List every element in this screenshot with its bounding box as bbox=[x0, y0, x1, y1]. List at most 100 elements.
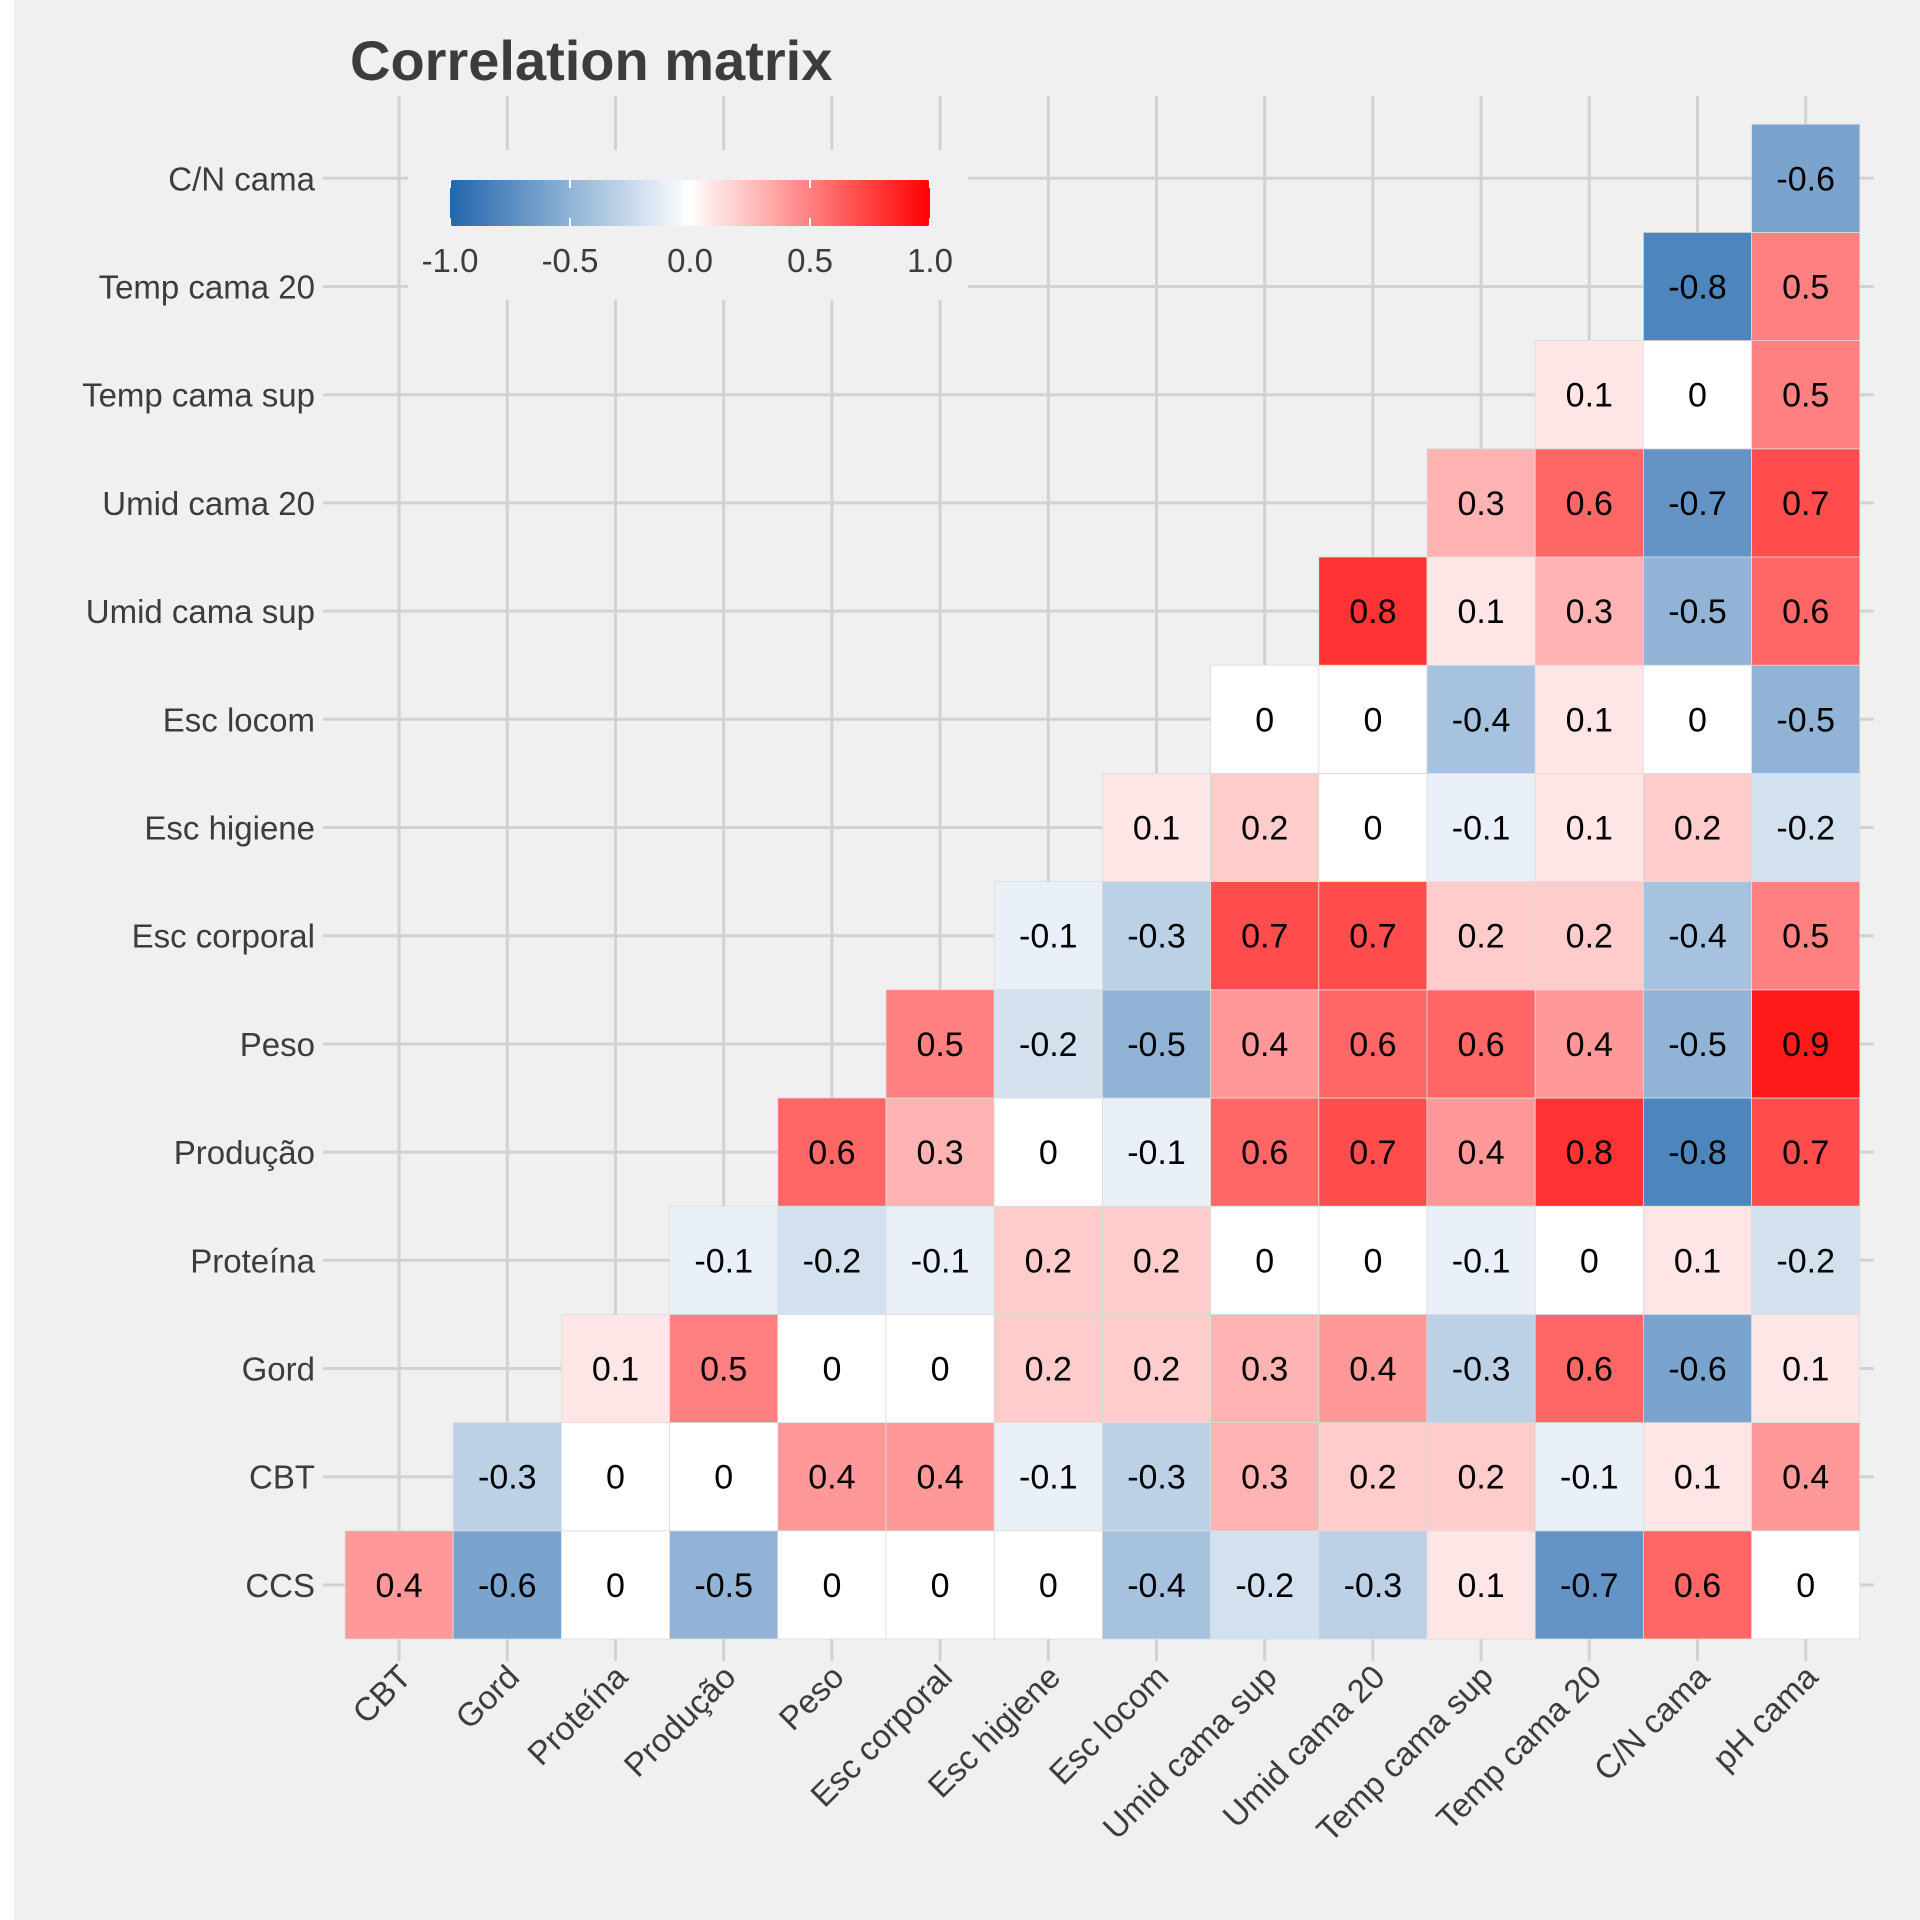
cell-value-label: 0.1 bbox=[1457, 1567, 1504, 1605]
cell-value-label: 0.4 bbox=[916, 1459, 963, 1497]
cell-value-label: -0.4 bbox=[1668, 918, 1727, 956]
cell-value-label: 0 bbox=[606, 1459, 625, 1497]
heatmap-cell bbox=[1534, 989, 1644, 1099]
y-tick-label: Esc locom bbox=[163, 701, 315, 738]
cell-value-label: -0.8 bbox=[1668, 269, 1727, 307]
cell-value-label: 0 bbox=[822, 1351, 841, 1389]
cell-value-label: 0.3 bbox=[1241, 1459, 1288, 1497]
y-tick-label: Temp cama 20 bbox=[99, 269, 315, 306]
cell-value-label: -0.2 bbox=[1019, 1026, 1078, 1064]
heatmap-cell bbox=[1751, 340, 1861, 450]
cell-value-label: 0 bbox=[1580, 1242, 1599, 1280]
heatmap-cell bbox=[1643, 989, 1753, 1099]
cell-value-label: 0.2 bbox=[1241, 810, 1288, 848]
heatmap-cell bbox=[1210, 773, 1320, 883]
heatmap-cell bbox=[1534, 1530, 1644, 1640]
y-tick-label: Umid cama 20 bbox=[102, 485, 315, 522]
cell-value-label: 0.3 bbox=[916, 1134, 963, 1172]
heatmap-cell bbox=[1102, 773, 1212, 883]
heatmap-cell bbox=[1643, 340, 1753, 450]
heatmap-cell bbox=[1426, 1530, 1536, 1640]
heatmap-cell bbox=[1643, 881, 1753, 991]
cell-value-label: -0.4 bbox=[1127, 1567, 1186, 1605]
cell-value-label: 0.5 bbox=[916, 1026, 963, 1064]
cell-value-label: -0.8 bbox=[1668, 1134, 1727, 1172]
heatmap-cell bbox=[1643, 1205, 1753, 1315]
heatmap-cell bbox=[777, 1205, 887, 1315]
cell-value-label: 0.1 bbox=[1782, 1351, 1829, 1389]
heatmap-cell bbox=[669, 1530, 779, 1640]
chart-background: Correlation matrix 0.4 -0.6 0 -0.5 0 0 0 -0.4 -0… bbox=[14, 0, 1920, 1920]
heatmap-cell bbox=[777, 1530, 887, 1640]
cell-value-label: -0.2 bbox=[1235, 1567, 1294, 1605]
heatmap-cell bbox=[1534, 1205, 1644, 1315]
heatmap-cell bbox=[1643, 1530, 1753, 1640]
heatmap-cell bbox=[1643, 773, 1753, 883]
heatmap-cell bbox=[993, 1422, 1103, 1532]
cell-value-label: 0.4 bbox=[1349, 1351, 1396, 1389]
x-tick-label: CBT bbox=[345, 1658, 418, 1731]
heatmap-cell bbox=[669, 1422, 779, 1532]
x-tick-label: Peso bbox=[771, 1658, 850, 1737]
heatmap-cell bbox=[1643, 231, 1753, 341]
heatmap-cell bbox=[885, 1314, 995, 1424]
cell-value-label: 0.1 bbox=[1566, 810, 1613, 848]
heatmap-cell bbox=[1318, 556, 1428, 666]
cell-value-label: 0 bbox=[822, 1567, 841, 1605]
x-tick-label: C/N cama bbox=[1587, 1657, 1717, 1787]
cell-value-label: -0.3 bbox=[1452, 1351, 1511, 1389]
heatmap-cell bbox=[1751, 1530, 1861, 1640]
heatmap-cell bbox=[1751, 989, 1861, 1099]
cell-value-label: 0.4 bbox=[1566, 1026, 1613, 1064]
heatmap-cell bbox=[1426, 1097, 1536, 1207]
cell-value-label: 0.8 bbox=[1566, 1134, 1613, 1172]
heatmap-cell bbox=[1643, 1314, 1753, 1424]
x-tick-label: Gord bbox=[448, 1658, 526, 1736]
heatmap-cell bbox=[1534, 1097, 1644, 1207]
heatmap-cell bbox=[1318, 1422, 1428, 1532]
cell-value-label: 0.6 bbox=[1566, 485, 1613, 523]
cell-value-label: 0.2 bbox=[1457, 1459, 1504, 1497]
heatmap-cell bbox=[1751, 1097, 1861, 1207]
y-tick-label: Peso bbox=[240, 1026, 315, 1063]
cell-value-label: 0 bbox=[1039, 1567, 1058, 1605]
cell-value-label: 0.1 bbox=[1566, 377, 1613, 415]
heatmap-cell bbox=[777, 1422, 887, 1532]
heatmap-cell bbox=[1102, 1205, 1212, 1315]
heatmap-cell bbox=[1643, 448, 1753, 558]
cell-value-label: -0.3 bbox=[1344, 1567, 1403, 1605]
heatmap-cell bbox=[1426, 881, 1536, 991]
cell-value-label: 0.5 bbox=[1782, 918, 1829, 956]
heatmap-cell bbox=[1643, 1097, 1753, 1207]
heatmap-cell bbox=[1426, 1422, 1536, 1532]
cell-value-label: -0.6 bbox=[478, 1567, 537, 1605]
heatmap-cell bbox=[1534, 1314, 1644, 1424]
heatmap-cell bbox=[1534, 556, 1644, 666]
heatmap-cell bbox=[1102, 881, 1212, 991]
heatmap-cell bbox=[1210, 664, 1320, 774]
heatmap-cell bbox=[1751, 123, 1861, 233]
cell-value-label: 0.6 bbox=[1241, 1134, 1288, 1172]
cell-value-label: 0.6 bbox=[808, 1134, 855, 1172]
cell-value-label: 0.7 bbox=[1349, 918, 1396, 956]
y-tick-label: Esc corporal bbox=[132, 918, 315, 955]
cell-value-label: -0.4 bbox=[1452, 701, 1511, 739]
cell-value-label: 0.2 bbox=[1566, 918, 1613, 956]
heatmap-cell bbox=[452, 1422, 562, 1532]
cell-value-label: 0.4 bbox=[1241, 1026, 1288, 1064]
heatmap-cell bbox=[1534, 448, 1644, 558]
chart-title: Correlation matrix bbox=[350, 29, 833, 92]
cell-value-label: 0.7 bbox=[1349, 1134, 1396, 1172]
heatmap-cell bbox=[1210, 1530, 1320, 1640]
heatmap-cell bbox=[1643, 664, 1753, 774]
heatmap-cell bbox=[1751, 773, 1861, 883]
heatmap-cell bbox=[1751, 1205, 1861, 1315]
heatmap-cell bbox=[1751, 556, 1861, 666]
heatmap-cell bbox=[1751, 881, 1861, 991]
cell-value-label: -0.6 bbox=[1668, 1351, 1727, 1389]
heatmap-cells bbox=[344, 123, 1861, 1640]
cell-value-label: -0.1 bbox=[1019, 1459, 1078, 1497]
heatmap-cell bbox=[993, 989, 1103, 1099]
cell-value-label: 0.9 bbox=[1782, 1026, 1829, 1064]
heatmap-cell bbox=[344, 1530, 454, 1640]
